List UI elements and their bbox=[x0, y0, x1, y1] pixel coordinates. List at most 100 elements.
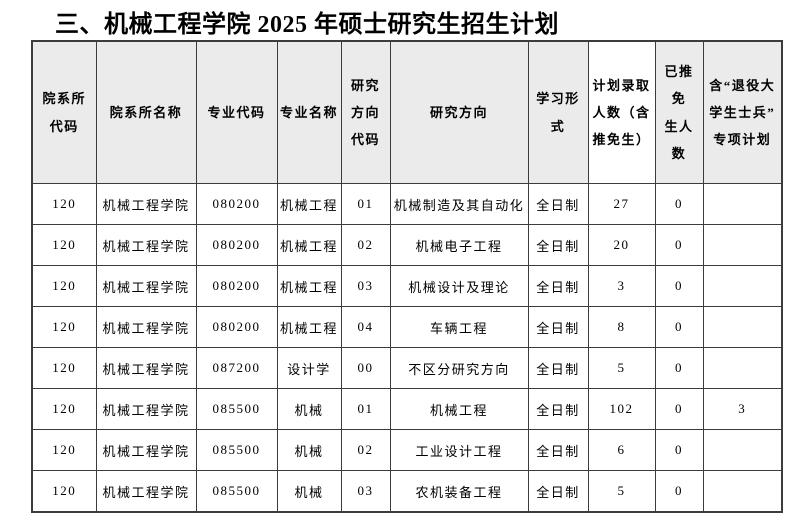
table-cell: 120 bbox=[31, 183, 97, 225]
table-cell: 120 bbox=[31, 224, 97, 266]
table-cell: 机械工程 bbox=[276, 224, 342, 266]
table-cell: 080200 bbox=[195, 306, 278, 348]
table-cell: 01 bbox=[340, 388, 391, 430]
table-cell: 机械工程 bbox=[276, 265, 342, 307]
table-row: 120 机械工程学院 085500 机械 03 农机装备工程 全日制 5 0 bbox=[31, 470, 783, 513]
table-cell: 机械制造及其自动化 bbox=[389, 183, 529, 225]
table-row: 120 机械工程学院 080200 机械工程 04 车辆工程 全日制 8 0 bbox=[31, 306, 783, 348]
table-cell: 设计学 bbox=[276, 347, 342, 389]
table-cell: 机械工程学院 bbox=[95, 347, 197, 389]
table-cell: 机械工程学院 bbox=[95, 429, 197, 471]
table-cell: 20 bbox=[587, 224, 656, 266]
table-cell: 085500 bbox=[195, 388, 278, 430]
table-row: 120 机械工程学院 085500 机械 02 工业设计工程 全日制 6 0 bbox=[31, 429, 783, 471]
table-cell bbox=[702, 224, 783, 266]
admissions-table: 院系所 代码 院系所名称 专业代码 专业名称 研究 方向 代码 研究方向 学习形 式计划录取… bbox=[31, 40, 783, 513]
table-cell: 120 bbox=[31, 265, 97, 307]
table-cell: 0 bbox=[654, 306, 704, 348]
table-cell: 080200 bbox=[195, 183, 278, 225]
page-title: 三、机械工程学院 2025 年硕士研究生招生计划 bbox=[55, 12, 559, 38]
table-cell: 全日制 bbox=[527, 224, 589, 266]
table-cell: 0 bbox=[654, 265, 704, 307]
table-cell: 机械电子工程 bbox=[389, 224, 529, 266]
table-cell: 机械 bbox=[276, 388, 342, 430]
table-cell bbox=[702, 183, 783, 225]
table-cell: 087200 bbox=[195, 347, 278, 389]
table-cell: 机械工程学院 bbox=[95, 183, 197, 225]
table-cell: 机械工程 bbox=[389, 388, 529, 430]
table-cell: 机械设计及理论 bbox=[389, 265, 529, 307]
table-cell: 085500 bbox=[195, 470, 278, 513]
table-cell: 机械 bbox=[276, 429, 342, 471]
table-cell: 085500 bbox=[195, 429, 278, 471]
table-cell: 120 bbox=[31, 429, 97, 471]
table-cell: 5 bbox=[587, 470, 656, 513]
table-cell: 工业设计工程 bbox=[389, 429, 529, 471]
table-row: 120 机械工程学院 080200 机械工程 02 机械电子工程 全日制 20 0 bbox=[31, 224, 783, 266]
table-cell: 机械工程学院 bbox=[95, 265, 197, 307]
table-cell: 3 bbox=[587, 265, 656, 307]
table-cell: 8 bbox=[587, 306, 656, 348]
table-cell: 03 bbox=[340, 470, 391, 513]
table-cell bbox=[702, 347, 783, 389]
table-cell: 27 bbox=[587, 183, 656, 225]
table-cell: 农机装备工程 bbox=[389, 470, 529, 513]
table-cell: 0 bbox=[654, 224, 704, 266]
table-cell: 5 bbox=[587, 347, 656, 389]
table-cell bbox=[702, 306, 783, 348]
column-header-5: 研究方向 bbox=[389, 40, 529, 184]
table-cell: 机械 bbox=[276, 470, 342, 513]
table-row: 120 机械工程学院 087200 设计学 00 不区分研究方向 全日制 5 0 bbox=[31, 347, 783, 389]
table-cell: 02 bbox=[340, 224, 391, 266]
table-cell: 机械工程 bbox=[276, 306, 342, 348]
table-cell: 080200 bbox=[195, 265, 278, 307]
header-row: 院系所 代码 院系所名称 专业代码 专业名称 研究 方向 代码 研究方向 学习形 式计划录取… bbox=[31, 40, 783, 184]
table-cell: 03 bbox=[340, 265, 391, 307]
table-cell: 04 bbox=[340, 306, 391, 348]
table-cell: 不区分研究方向 bbox=[389, 347, 529, 389]
table-cell: 全日制 bbox=[527, 470, 589, 513]
table-cell: 机械工程学院 bbox=[95, 224, 197, 266]
table-cell: 0 bbox=[654, 347, 704, 389]
table-cell: 080200 bbox=[195, 224, 278, 266]
table-cell: 02 bbox=[340, 429, 391, 471]
table-cell: 120 bbox=[31, 347, 97, 389]
column-header-2: 专业代码 bbox=[195, 40, 278, 184]
table-cell: 全日制 bbox=[527, 429, 589, 471]
table-cell: 120 bbox=[31, 388, 97, 430]
table-cell bbox=[702, 429, 783, 471]
table-cell: 机械工程 bbox=[276, 183, 342, 225]
table-row: 120 机械工程学院 080200 机械工程 01 机械制造及其自动化 全日制 27 0 bbox=[31, 183, 783, 225]
table-cell: 机械工程学院 bbox=[95, 470, 197, 513]
column-header-1: 院系所名称 bbox=[95, 40, 197, 184]
table-cell: 车辆工程 bbox=[389, 306, 529, 348]
table-cell: 102 bbox=[587, 388, 656, 430]
column-header-7: 计划录取 人数（含 推免生） bbox=[587, 40, 656, 184]
table-cell: 0 bbox=[654, 183, 704, 225]
table-cell: 全日制 bbox=[527, 265, 589, 307]
table-cell: 机械工程学院 bbox=[95, 306, 197, 348]
column-header-8: 已推免 生人数 bbox=[654, 40, 704, 184]
table-cell: 0 bbox=[654, 388, 704, 430]
table-row: 120 机械工程学院 080200 机械工程 03 机械设计及理论 全日制 3 0 bbox=[31, 265, 783, 307]
table-cell: 全日制 bbox=[527, 183, 589, 225]
table-cell: 全日制 bbox=[527, 306, 589, 348]
table-cell: 00 bbox=[340, 347, 391, 389]
table-cell: 120 bbox=[31, 306, 97, 348]
table-cell: 3 bbox=[702, 388, 783, 430]
table-cell: 全日制 bbox=[527, 347, 589, 389]
column-header-3: 专业名称 bbox=[276, 40, 342, 184]
column-header-4: 研究 方向 代码 bbox=[340, 40, 391, 184]
table-cell: 0 bbox=[654, 429, 704, 471]
table-cell: 全日制 bbox=[527, 388, 589, 430]
table-cell bbox=[702, 470, 783, 513]
table-cell: 01 bbox=[340, 183, 391, 225]
column-header-6: 学习形 式 bbox=[527, 40, 589, 184]
table-cell: 6 bbox=[587, 429, 656, 471]
table-cell bbox=[702, 265, 783, 307]
table-row: 120 机械工程学院 085500 机械 01 机械工程 全日制 102 0 3 bbox=[31, 388, 783, 430]
column-header-9: 含“退役大 学生士兵” 专项计划 bbox=[702, 40, 783, 184]
table-cell: 机械工程学院 bbox=[95, 388, 197, 430]
table-cell: 120 bbox=[31, 470, 97, 513]
